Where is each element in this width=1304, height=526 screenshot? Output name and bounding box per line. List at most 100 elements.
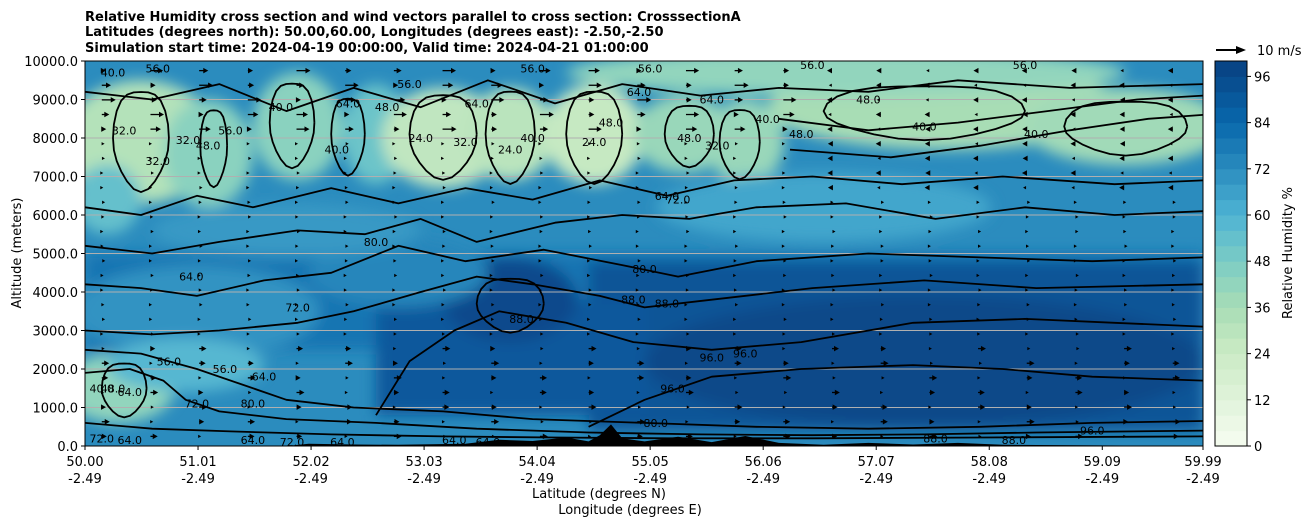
wind-vector-head: [441, 317, 445, 321]
wind-vector-head: [441, 142, 445, 146]
wind-vector-head: [789, 111, 795, 118]
y-tick-label: 8000.0: [33, 132, 79, 147]
wind-vector-head: [247, 200, 251, 204]
wind-vector-head: [978, 361, 982, 365]
contour-label: 48.0: [101, 382, 126, 395]
wind-vector-head: [539, 317, 543, 321]
contour-label: 64.0: [179, 271, 204, 284]
wind-vector-head: [637, 433, 643, 440]
wind-vector-head: [786, 375, 792, 381]
x-tick-label-longitude: -2.49: [181, 472, 215, 487]
wind-vector-head: [256, 97, 262, 103]
colorbar-level: [1215, 168, 1247, 185]
wind-vector-head: [738, 97, 744, 103]
wind-vector-head: [490, 156, 494, 161]
wind-vector-head: [877, 186, 881, 190]
wind-vector-head: [1120, 68, 1124, 73]
wind-vector-head: [104, 111, 110, 118]
wind-vector-head: [831, 361, 835, 365]
wind-vector-head: [296, 404, 302, 410]
wind-vector-head: [684, 259, 688, 263]
wind-vector-head: [540, 273, 544, 278]
wind-vector-head: [784, 390, 788, 395]
colorbar-level: [1215, 230, 1247, 247]
wind-vector-head: [150, 82, 156, 89]
humidity-cell: [152, 203, 421, 258]
contour-label: 88.0: [621, 294, 646, 307]
wind-vector-head: [104, 360, 110, 366]
wind-vector-head: [976, 259, 980, 263]
colorbar-level: [1215, 138, 1247, 154]
contour-label: 48.0: [856, 94, 881, 107]
wind-vector-head: [350, 97, 356, 103]
humidity-cell: [566, 61, 1126, 96]
wind-vector-head: [499, 97, 505, 103]
wind-vector-head: [249, 433, 255, 440]
contour-label: 56.0: [397, 78, 422, 91]
wind-vector-head: [148, 303, 152, 307]
wind-vector-head: [927, 244, 931, 248]
wind-vector-head: [685, 215, 689, 219]
colorbar-level: [1215, 76, 1247, 93]
wind-vector-head: [978, 434, 982, 439]
wind-vector-head: [101, 303, 105, 307]
wind-vector-head: [298, 345, 304, 352]
wind-vector-head: [587, 332, 591, 336]
contour-label: 88.0: [1002, 434, 1027, 447]
wind-vector-head: [490, 390, 494, 395]
wind-vector-head: [977, 244, 981, 248]
wind-vector-head: [295, 375, 301, 381]
wind-vector-head: [639, 375, 645, 381]
y-tick-label: 6000.0: [33, 209, 79, 224]
wind-vector-head: [1025, 332, 1029, 336]
wind-vector-head: [1071, 98, 1075, 102]
contour-label: 72.0: [280, 436, 305, 449]
wind-vector-head: [150, 405, 154, 409]
wind-vector-head: [1075, 420, 1079, 424]
colorbar-level: [1215, 369, 1247, 385]
humidity-cell: [252, 72, 343, 181]
humidity-cell: [543, 84, 645, 185]
wind-vector-head: [1073, 303, 1077, 307]
wind-vector-head: [148, 142, 152, 146]
wind-vector-head: [1172, 346, 1176, 351]
wind-vector-head: [976, 215, 980, 219]
wind-vector-head: [539, 82, 545, 89]
wind-vector-head: [151, 97, 157, 103]
wind-vector-head: [1025, 288, 1029, 292]
contour-label: 72.0: [285, 301, 310, 314]
wind-vector-head: [344, 259, 348, 263]
wind-vector-head: [686, 345, 692, 352]
wind-vector-head: [343, 273, 347, 278]
contour-label: 24.0: [498, 144, 523, 157]
wind-vector-head: [686, 229, 690, 234]
contour-loop: [199, 109, 228, 189]
wind-vector-head: [588, 142, 592, 146]
wind-vector-head: [880, 390, 884, 395]
wind-vector-head: [974, 83, 978, 87]
wind-vector-head: [980, 404, 986, 410]
wind-vector-head: [1072, 127, 1076, 131]
wind-vector-head: [596, 82, 602, 89]
wind-vector-head: [295, 259, 299, 263]
wind-vector-head: [490, 345, 496, 352]
wind-vector-head: [197, 259, 201, 263]
wind-vector-head: [1123, 229, 1127, 234]
wind-vector-head: [540, 346, 544, 351]
wind-vector-head: [199, 418, 205, 425]
wind-vector-head: [973, 184, 979, 191]
wind-vector-head: [246, 303, 250, 307]
contour-label: 64.0: [252, 371, 277, 384]
y-axis: 0.0 1000.0 2000.0 3000.0 4000.0 5000.0 6000.0 7…: [24, 55, 85, 455]
wind-vector-head: [1124, 244, 1128, 248]
wind-vector-head: [827, 126, 833, 132]
wind-vector-head: [489, 171, 493, 175]
wind-vector-head: [101, 142, 105, 146]
wind-vector-head: [881, 200, 885, 204]
wind-vector-head: [879, 273, 883, 278]
colorbar-level: [1215, 184, 1247, 201]
wind-vector-head: [1025, 390, 1029, 395]
wind-vector-head: [198, 389, 204, 396]
wind-vector-head: [591, 404, 597, 410]
wind-vector-head: [149, 156, 153, 161]
